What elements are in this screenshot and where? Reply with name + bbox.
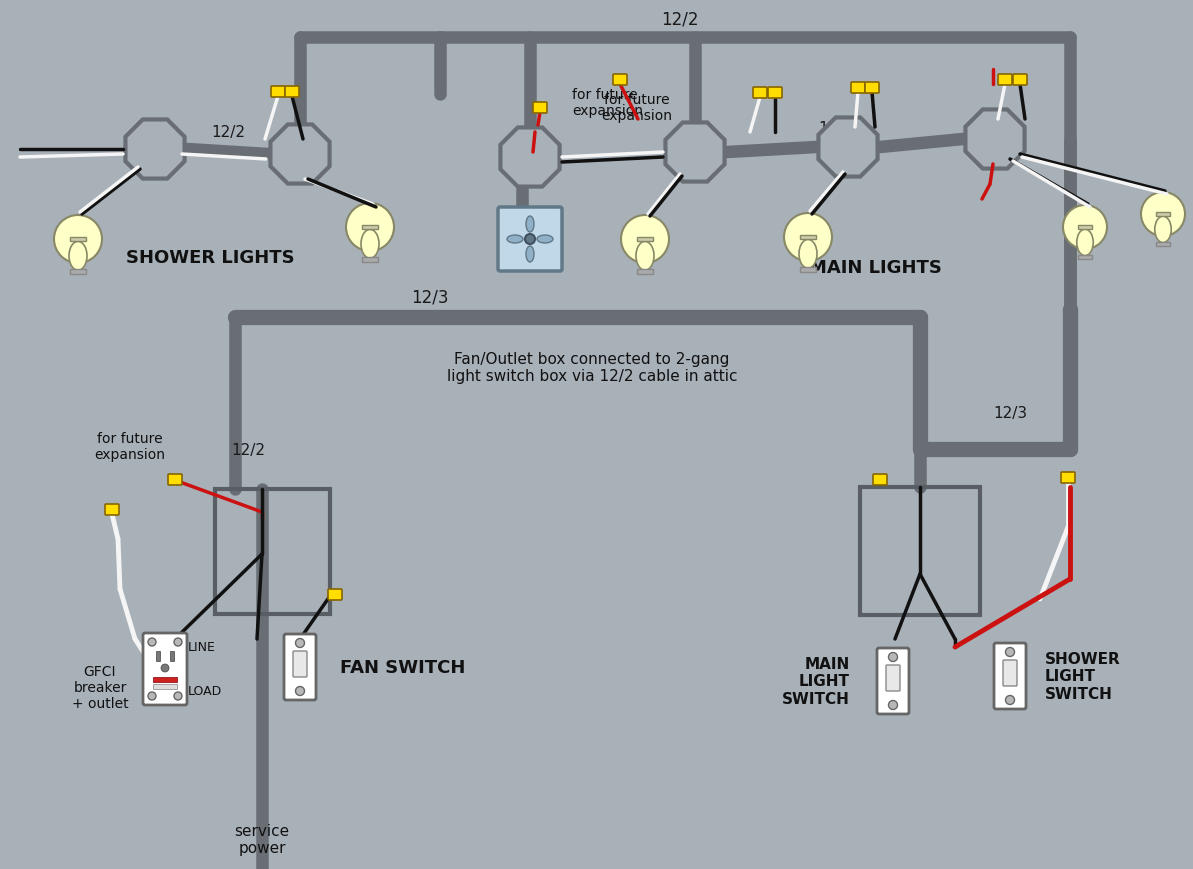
Circle shape [1006,647,1014,657]
Circle shape [346,203,394,252]
Circle shape [174,693,183,700]
Bar [70,238,86,242]
Polygon shape [125,120,185,179]
Bar [1156,242,1170,247]
Ellipse shape [526,216,534,233]
Circle shape [784,214,832,262]
Bar [363,226,378,230]
Circle shape [296,687,304,696]
Bar [153,677,177,682]
Bar [801,268,816,273]
FancyBboxPatch shape [999,75,1012,86]
Ellipse shape [507,235,523,243]
Polygon shape [965,110,1025,169]
Circle shape [889,653,897,661]
Text: 12/3: 12/3 [993,406,1027,421]
FancyBboxPatch shape [873,474,888,486]
Circle shape [889,700,897,710]
Text: LOAD: LOAD [188,685,222,698]
FancyBboxPatch shape [293,651,307,677]
Bar [860,488,979,615]
Text: Fan/Outlet box connected to 2-gang
light switch box via 12/2 cable in attic: Fan/Outlet box connected to 2-gang light… [446,351,737,384]
Text: LINE: LINE [188,640,216,653]
Circle shape [1063,206,1107,249]
Text: SHOWER LIGHTS: SHOWER LIGHTS [125,249,295,267]
Text: FAN SWITCH: FAN SWITCH [340,658,465,676]
Circle shape [161,664,169,673]
Text: MAIN LIGHTS: MAIN LIGHTS [809,259,941,276]
Text: 12/3: 12/3 [412,289,449,307]
Ellipse shape [799,240,817,269]
Bar [169,651,174,661]
FancyBboxPatch shape [285,87,299,98]
Text: service
power: service power [235,823,290,855]
FancyBboxPatch shape [271,87,285,98]
Bar [156,651,160,661]
Polygon shape [271,125,329,184]
FancyBboxPatch shape [994,643,1026,709]
FancyBboxPatch shape [533,103,548,114]
FancyBboxPatch shape [143,634,187,705]
Circle shape [54,216,101,263]
Bar [215,489,330,614]
FancyBboxPatch shape [497,208,562,272]
Ellipse shape [636,242,654,271]
Bar [637,269,653,275]
FancyBboxPatch shape [768,88,781,99]
Ellipse shape [1077,230,1093,256]
Circle shape [148,693,156,700]
Polygon shape [500,129,560,188]
Ellipse shape [1155,217,1172,243]
Circle shape [296,639,304,647]
Circle shape [1141,193,1185,236]
FancyBboxPatch shape [865,83,879,94]
FancyBboxPatch shape [886,666,900,691]
Circle shape [148,638,156,647]
Circle shape [174,638,183,647]
Text: MAIN
LIGHT
SWITCH: MAIN LIGHT SWITCH [783,656,849,706]
Bar [1078,226,1092,230]
Bar [637,238,653,242]
Text: SHOWER
LIGHT
SWITCH: SHOWER LIGHT SWITCH [1045,652,1120,701]
Text: for future
expansion: for future expansion [571,88,643,118]
Bar [1156,213,1170,217]
Text: 12/2: 12/2 [231,442,265,457]
Text: for future
expansion: for future expansion [601,93,673,123]
Ellipse shape [69,242,87,271]
FancyBboxPatch shape [1061,473,1075,483]
Ellipse shape [537,235,554,243]
Circle shape [622,216,669,263]
FancyBboxPatch shape [851,83,865,94]
FancyBboxPatch shape [284,634,316,700]
Polygon shape [666,123,724,182]
FancyBboxPatch shape [1003,660,1016,687]
FancyBboxPatch shape [753,88,767,99]
FancyBboxPatch shape [1013,75,1027,86]
Text: 12/2: 12/2 [661,11,699,29]
FancyBboxPatch shape [877,648,909,714]
Bar [363,258,378,262]
Ellipse shape [526,247,534,262]
FancyBboxPatch shape [613,75,628,86]
Polygon shape [818,118,878,177]
Text: 12/3: 12/3 [818,121,852,136]
Text: GFCI
breaker
+ outlet: GFCI breaker + outlet [72,664,129,710]
FancyBboxPatch shape [328,589,342,600]
Text: for future
expansion: for future expansion [94,431,166,461]
Bar [801,235,816,240]
Circle shape [1006,696,1014,705]
Bar [1078,255,1092,260]
Bar [153,684,177,689]
Text: 12/2: 12/2 [211,125,245,140]
Ellipse shape [361,230,379,259]
FancyBboxPatch shape [168,474,183,486]
Bar [70,269,86,275]
Circle shape [525,235,534,245]
FancyBboxPatch shape [105,504,119,515]
